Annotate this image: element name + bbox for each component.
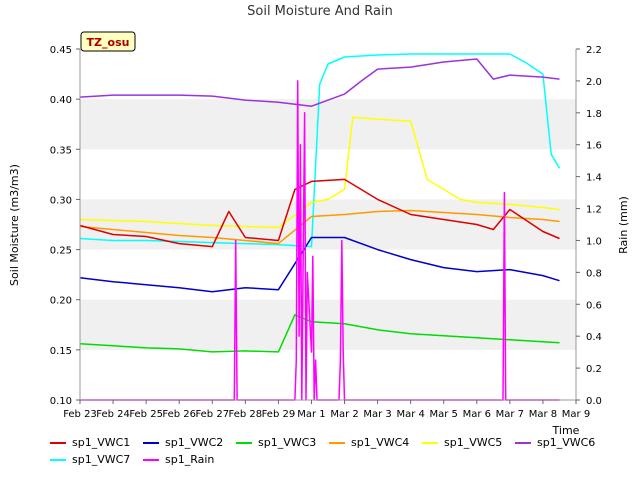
y2-tick-label: 0.0	[586, 396, 602, 407]
legend-swatch	[50, 459, 66, 461]
y2-tick-label: 2.2	[586, 45, 602, 56]
x-tick-label: Mar 4	[396, 409, 424, 420]
legend-swatch	[143, 442, 159, 444]
series-line-sp1_VWC5	[79, 116, 560, 229]
legend-swatch	[143, 459, 159, 461]
x-tick-label: Mar 8	[529, 409, 557, 420]
y2-tick-label: 0.8	[586, 268, 602, 279]
y-tick-label: 0.20	[50, 296, 72, 307]
x-tick-label: Feb 24	[96, 409, 130, 420]
grid-band	[80, 99, 576, 150]
y-tick-label: 0.15	[50, 346, 72, 357]
legend-label: sp1_VWC7	[72, 453, 131, 466]
x-tick-label: Feb 27	[195, 409, 229, 420]
x-tick-label: Feb 25	[129, 409, 163, 420]
y-axis-label: Soil Moisture (m3/m3)	[8, 164, 21, 286]
grid-band	[80, 199, 576, 250]
legend-item: sp1_VWC3	[236, 436, 316, 449]
legend-item: sp1_VWC6	[515, 436, 595, 449]
site-label: TZ_osu	[87, 36, 130, 49]
series-line-sp1_VWC1	[79, 178, 560, 248]
legend-swatch	[515, 442, 531, 444]
legend-swatch	[236, 442, 252, 444]
legend-label: sp1_VWC2	[165, 436, 224, 449]
x-tick-label: Mar 7	[496, 409, 524, 420]
y2-axis-label: Rain (mm)	[617, 196, 630, 254]
y2-tick-label: 0.2	[586, 364, 602, 375]
legend-swatch	[329, 442, 345, 444]
legend-label: sp1_VWC1	[72, 436, 131, 449]
legend-label: sp1_VWC6	[537, 436, 596, 449]
y-tick-label: 0.35	[50, 145, 72, 156]
x-tick-label: Mar 1	[297, 409, 325, 420]
series-lines	[79, 53, 561, 401]
legend-item: sp1_VWC5	[422, 436, 502, 449]
y2-tick-label: 1.8	[586, 109, 602, 120]
legend-label: sp1_VWC4	[351, 436, 410, 449]
site-label-box: TZ_osu	[80, 31, 136, 52]
x-tick-label: Mar 5	[430, 409, 458, 420]
grid-bands	[80, 49, 576, 400]
legend-label: sp1_VWC5	[444, 436, 503, 449]
legend-swatch	[422, 442, 438, 444]
legend-item: sp1_Rain	[143, 453, 214, 466]
x-tick-label: Feb 23	[63, 409, 97, 420]
series-line-sp1_VWC7	[79, 53, 561, 248]
y2-tick-label: 0.6	[586, 300, 602, 311]
y-tick-label: 0.45	[50, 45, 72, 56]
y-tick-label: 0.25	[50, 246, 72, 257]
y2-tick-label: 0.4	[586, 332, 602, 343]
y2-tick-label: 2.0	[586, 77, 602, 88]
legend-item: sp1_VWC2	[143, 436, 223, 449]
x-axis-label: Time	[552, 424, 580, 437]
legend-item: sp1_VWC1	[50, 436, 130, 449]
y2-tick-label: 1.6	[586, 141, 602, 152]
x-tick-label: Feb 28	[229, 409, 263, 420]
y-tick-label: 0.30	[50, 195, 72, 206]
series-line-sp1_VWC6	[79, 58, 560, 107]
y2-tick-label: 1.4	[586, 173, 602, 184]
x-tick-label: Feb 29	[262, 409, 296, 420]
legend-item: sp1_VWC4	[329, 436, 409, 449]
legend-label: sp1_VWC3	[258, 436, 317, 449]
series-line-sp1_VWC4	[79, 209, 560, 245]
grid-band	[80, 299, 576, 350]
x-tick-label: Mar 3	[363, 409, 391, 420]
legend-item: sp1_VWC7	[50, 453, 130, 466]
x-tick-label: Feb 26	[162, 409, 196, 420]
series-line-sp1_VWC2	[79, 236, 560, 293]
legend-swatch	[50, 442, 66, 444]
y-tick-label: 0.40	[50, 95, 72, 106]
x-tick-label: Mar 2	[330, 409, 358, 420]
y2-tick-label: 1.2	[586, 205, 602, 216]
x-tick-label: Mar 9	[562, 409, 590, 420]
axes: 0.10 0.15 0.20 0.25 0.30 0.35 0.40 0.45 0.0 0.2 0.…	[50, 45, 602, 420]
y2-tick-label: 1.0	[586, 236, 602, 247]
chart-title: Soil Moisture And Rain	[247, 4, 393, 19]
y-tick-label: 0.10	[50, 396, 72, 407]
x-tick-label: Mar 6	[463, 409, 491, 420]
legend-label: sp1_Rain	[165, 453, 215, 466]
